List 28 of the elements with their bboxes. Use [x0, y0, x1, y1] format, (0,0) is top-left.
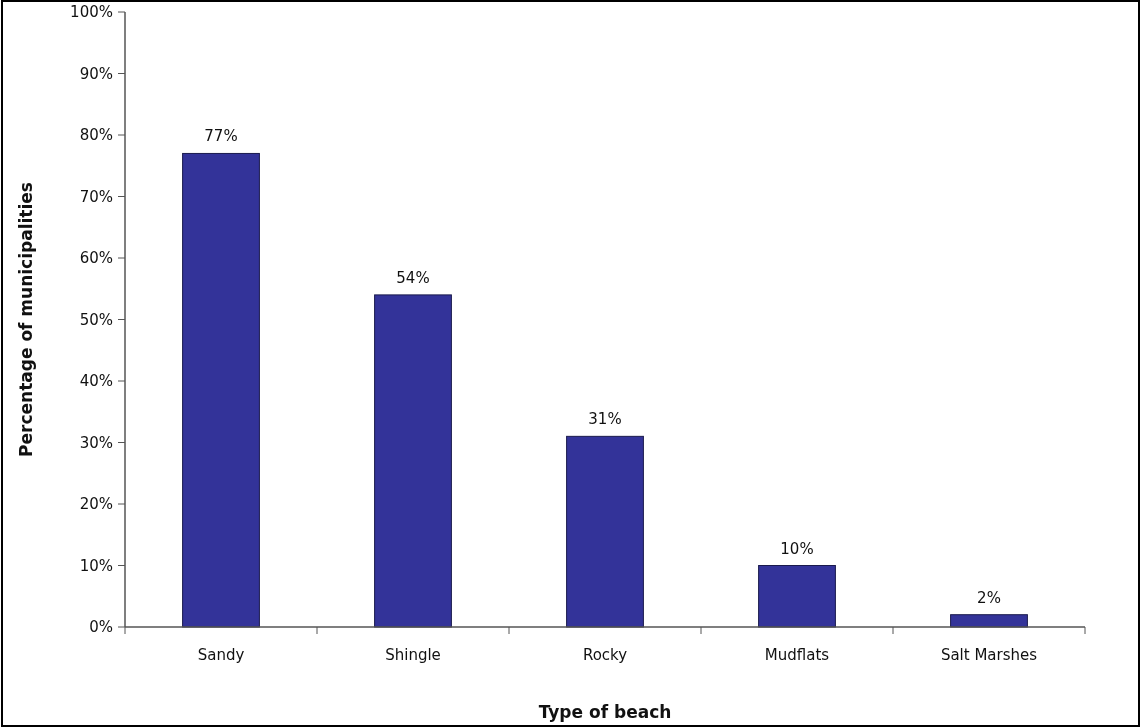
y-tick-label: 70%: [79, 187, 113, 206]
y-tick-label: 80%: [79, 126, 113, 145]
x-axis-title: Type of beach: [538, 702, 672, 722]
x-tick-label: Mudflats: [764, 646, 830, 664]
y-tick-label: 20%: [79, 495, 113, 514]
data-label: 10%: [780, 539, 814, 558]
bar: [566, 435, 644, 628]
y-tick-label: 30%: [79, 433, 113, 452]
y-tick-label: 40%: [79, 372, 113, 391]
data-label: 77%: [204, 127, 238, 146]
bar: [758, 565, 836, 628]
data-label: 54%: [396, 268, 430, 287]
data-label: 2%: [977, 588, 1001, 607]
y-tick-label: 50%: [79, 310, 113, 329]
bar: [374, 294, 452, 628]
x-tick-label: Salt Marshes: [940, 646, 1038, 664]
x-tick-label: Sandy: [197, 646, 245, 664]
bar: [182, 152, 260, 628]
y-tick-label: 10%: [79, 556, 113, 575]
x-tick-label: Rocky: [582, 646, 628, 664]
x-tick-label: Shingle: [385, 646, 441, 664]
y-tick-label: 60%: [79, 249, 113, 268]
data-label: 31%: [588, 410, 622, 429]
y-tick-label: 100%: [70, 3, 113, 22]
y-tick-label: 0%: [89, 618, 113, 637]
y-axis-title: Percentage of municipalities: [16, 182, 36, 457]
y-tick-label: 90%: [79, 64, 113, 83]
bar: [950, 614, 1028, 628]
